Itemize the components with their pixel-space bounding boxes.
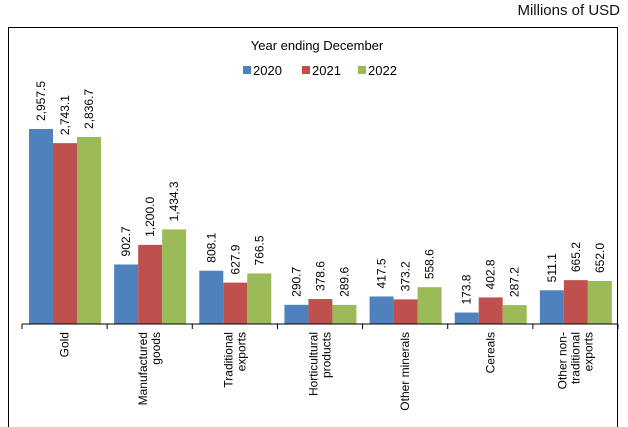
bar-2022-2: [247, 273, 272, 324]
bar-2021-0: [53, 143, 77, 324]
bar-2020-6: [539, 290, 564, 324]
legend-swatch-2020: [243, 66, 251, 74]
data-label-2020-1: 902.7: [119, 226, 133, 256]
bar-2021-3: [308, 299, 333, 324]
category-label-5-line-0: Cereals: [483, 332, 497, 373]
bar-2021-2: [223, 282, 248, 324]
category-label-1-line-1: goods: [149, 332, 163, 365]
data-label-2022-2: 766.5: [252, 235, 266, 265]
data-label-2022-0: 2,836.7: [82, 89, 96, 129]
category-label-6-line-2: exports: [581, 332, 595, 371]
bar-2020-0: [29, 129, 53, 324]
unit-label: Millions of USD: [517, 2, 620, 19]
legend: 2020 2021 2022: [243, 63, 397, 78]
category-label-4-line-0: Other minerals: [398, 332, 412, 411]
category-label-2-line-0: Traditional: [221, 332, 235, 388]
data-label-2021-4: 373.2: [399, 261, 413, 291]
legend-label-2022: 2022: [368, 63, 397, 78]
data-label-2022-6: 652.0: [593, 243, 607, 273]
data-label-2021-1: 1,200.0: [143, 197, 157, 237]
category-label-3-line-0: Horticultural: [307, 332, 321, 396]
category-label-2-line-1: exports: [234, 332, 248, 371]
bar-2020-5: [454, 312, 479, 324]
data-label-2021-5: 402.8: [484, 259, 498, 289]
category-label-6-line-1: traditional: [568, 332, 582, 384]
data-label-2021-2: 627.9: [228, 244, 242, 274]
bar-2020-3: [284, 304, 309, 324]
bars-group: 2,957.5 2,743.1 2,836.7 902.7 1,200.0 1,434.3…: [29, 81, 612, 324]
data-label-2021-6: 665.2: [569, 242, 583, 272]
data-label-2020-4: 417.5: [375, 258, 389, 288]
legend-swatch-2022: [358, 66, 366, 74]
bar-2020-1: [114, 264, 139, 324]
bar-2022-3: [332, 304, 357, 324]
legend-title: Year ending December: [251, 38, 384, 53]
category-label-0-line-0: Gold: [58, 332, 72, 357]
bar-2021-4: [393, 299, 418, 324]
legend-label-2021: 2021: [312, 63, 341, 78]
bar-2022-4: [417, 287, 442, 324]
data-label-2020-3: 290.7: [289, 266, 303, 296]
data-label-2022-3: 289.6: [337, 267, 351, 297]
data-label-2020-5: 173.8: [460, 274, 474, 304]
data-label-2021-3: 378.6: [313, 261, 327, 291]
bar-2021-6: [563, 280, 588, 324]
bar-2021-5: [478, 297, 503, 324]
data-label-2020-6: 511.1: [545, 253, 559, 282]
data-label-2020-2: 808.1: [204, 232, 218, 262]
bar-2022-5: [502, 305, 527, 324]
data-label-2020-0: 2,957.5: [34, 81, 48, 121]
data-label-2021-0: 2,743.1: [58, 95, 72, 135]
data-label-2022-1: 1,434.3: [167, 181, 181, 221]
legend-swatch-2021: [302, 66, 310, 74]
bar-2022-6: [587, 281, 612, 324]
bar-2021-1: [138, 244, 163, 324]
bar-2022-1: [162, 229, 187, 324]
bar-2022-0: [77, 136, 101, 324]
x-axis: Gold Manufactured goods Traditional exports H…: [21, 323, 619, 411]
bar-2020-2: [199, 270, 224, 324]
data-label-2022-5: 287.2: [508, 267, 522, 297]
bar-2020-4: [369, 296, 394, 324]
category-label-6-line-0: Other non-: [555, 332, 569, 389]
data-label-2022-4: 558.6: [423, 249, 437, 279]
category-label-1-line-0: Manufactured: [136, 332, 150, 405]
legend-label-2020: 2020: [253, 63, 282, 78]
chart-frame: [8, 27, 618, 427]
category-label-3-line-1: products: [320, 332, 334, 378]
